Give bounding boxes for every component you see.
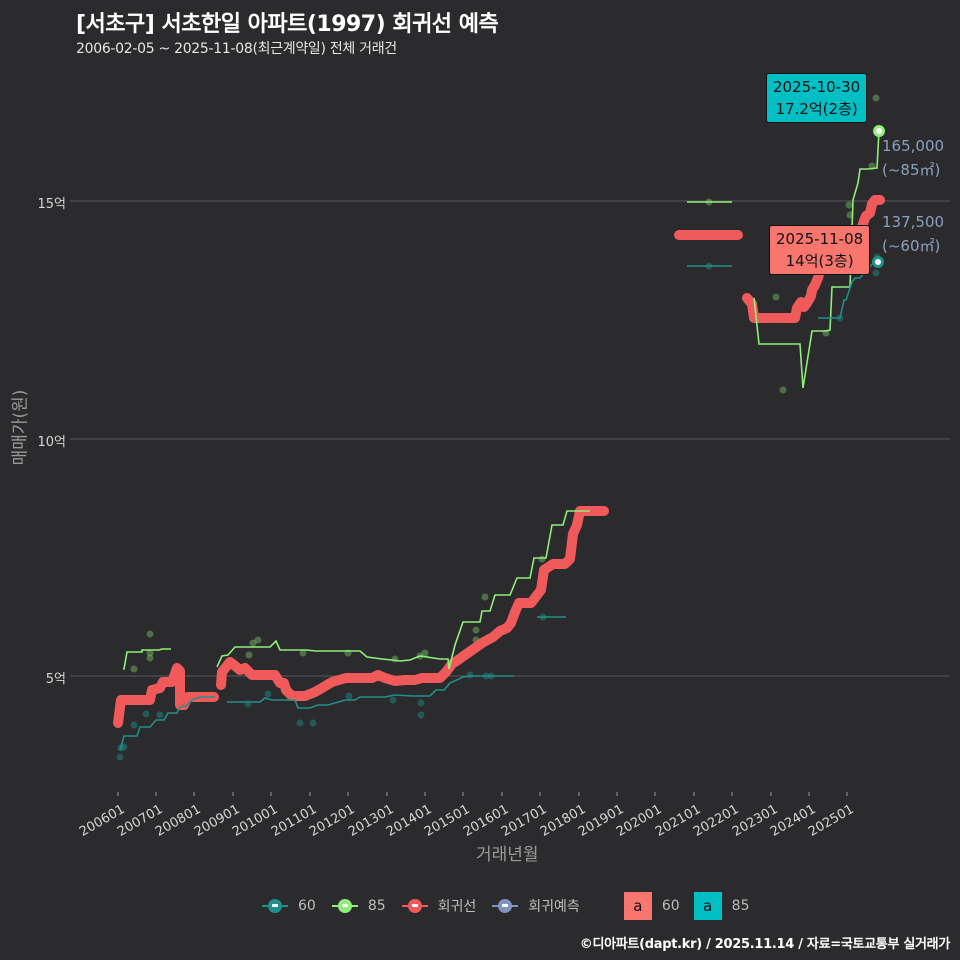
y-tick-15: 15억 — [37, 197, 66, 212]
legend-label: 85 — [731, 898, 750, 914]
y-axis-label: 매매가(원) — [10, 389, 31, 466]
annotation-latest-60: 2025-11-08 14억(3층) — [769, 225, 871, 275]
chart-subtitle: 2006-02-05 ~ 2025-11-08(최근계약일) 전체 거래건 — [76, 41, 397, 57]
y-tick-10: 10억 — [37, 435, 66, 450]
legend-60-icon — [260, 896, 290, 916]
prediction-points — [872, 125, 885, 268]
legend-label: 회귀선 — [437, 899, 477, 915]
legend-box-swatch: a — [623, 892, 652, 920]
series-60-line — [119, 261, 878, 751]
legend-label: 85 — [367, 898, 386, 914]
prediction-60-price: 137,500 — [882, 213, 945, 231]
legend: 60 85 회귀선 회귀예측 a 60 a 85 — [260, 892, 763, 920]
legend-85-icon — [330, 896, 360, 916]
x-axis-label: 거래년월 — [476, 845, 539, 865]
y-tick-5: 5억 — [45, 672, 66, 687]
legend-label: 60 — [298, 898, 316, 914]
legend-item-85: 85 — [330, 896, 386, 916]
chart-title: [서초구] 서초한일 아파트(1997) 회귀선 예측 — [76, 12, 499, 37]
annotation-value: 14억(3층) — [785, 252, 854, 270]
legend-box-85: a 85 — [693, 892, 750, 920]
annotation-latest-85: 2025-10-30 17.2억(2층) — [766, 73, 868, 123]
prediction-85-area: (~85㎡) — [882, 161, 941, 179]
legend-item-regression: 회귀선 — [400, 896, 477, 916]
legend-prediction-icon — [490, 896, 520, 916]
footer-credit: ©디아파트(dapt.kr) / 2025.11.14 / 자료=국토교통부 실… — [579, 937, 951, 952]
legend-box-swatch: a — [693, 892, 722, 920]
series-85-line — [123, 130, 880, 670]
legend-label: 60 — [661, 898, 680, 914]
prediction-85-price: 165,000 — [882, 137, 945, 155]
legend-item-prediction: 회귀예측 — [490, 896, 580, 916]
regression-line — [113, 195, 885, 728]
legend-item-60: 60 — [260, 896, 316, 916]
legend-label: 회귀예측 — [528, 899, 580, 915]
scatter-60 — [116, 253, 881, 761]
legend-box-60: a 60 — [623, 892, 680, 920]
prediction-60-area: (~60㎡) — [882, 237, 941, 255]
prediction-60-label: 137,500 (~60㎡) — [882, 210, 944, 258]
prediction-85-label: 165,000 (~85㎡) — [882, 134, 944, 182]
x-tick-marks — [117, 792, 848, 796]
legend-regression-icon — [400, 896, 430, 916]
annotation-date: 2025-11-08 — [776, 230, 864, 248]
scatter-85 — [130, 94, 880, 673]
annotation-value: 17.2억(2층) — [775, 100, 858, 118]
annotation-date: 2025-10-30 — [773, 78, 861, 96]
